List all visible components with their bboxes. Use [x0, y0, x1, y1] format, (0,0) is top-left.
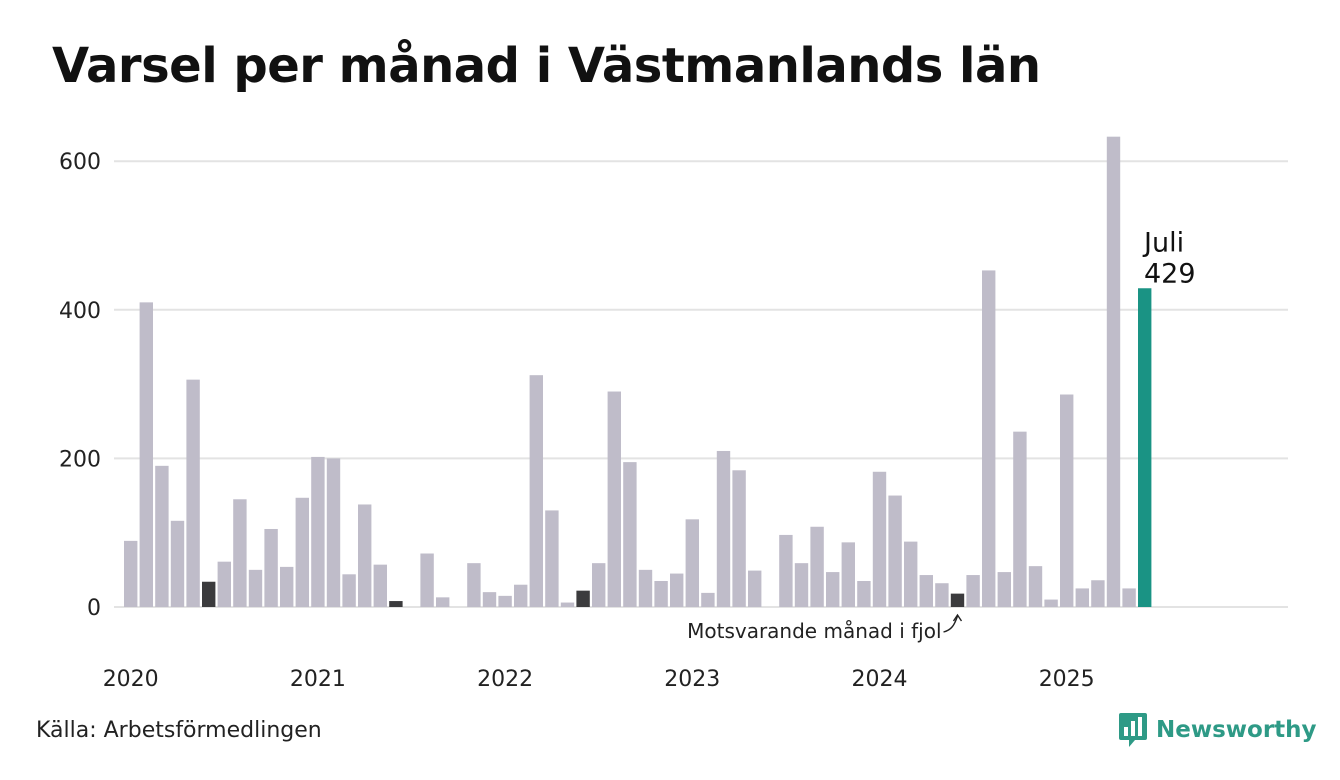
- bar: [966, 575, 980, 607]
- bar: [124, 540, 138, 607]
- latest-annotation-month: Juli: [1142, 227, 1184, 258]
- bar: [1044, 599, 1058, 607]
- bar: [982, 270, 996, 607]
- bar: [919, 575, 933, 607]
- y-axis-ticks: 0 200 400 600: [59, 150, 101, 621]
- bar: [857, 580, 871, 607]
- bar: [950, 593, 965, 607]
- bar: [576, 590, 590, 607]
- bar: [904, 541, 918, 607]
- bar: [685, 519, 699, 607]
- bar: [155, 465, 169, 607]
- y-tick-label: 600: [59, 150, 101, 175]
- bar: [794, 563, 809, 607]
- bar: [264, 528, 278, 607]
- bar: [467, 563, 481, 607]
- bar: [623, 462, 637, 607]
- bar: [342, 574, 356, 607]
- source-note: Källa: Arbetsförmedlingen: [36, 718, 322, 743]
- bar: [545, 510, 559, 607]
- bar: [810, 526, 824, 607]
- bar: [326, 458, 341, 607]
- y-tick-label: 400: [59, 299, 101, 324]
- bar: [841, 542, 855, 607]
- bar: [436, 597, 450, 607]
- bar: [592, 563, 606, 607]
- bar: [638, 569, 653, 607]
- bar-chart-speech-bubble-icon: [1119, 713, 1147, 747]
- bar: [1028, 566, 1043, 607]
- bar: [1122, 588, 1136, 607]
- page-title: Varsel per månad i Västmanlands län: [52, 38, 1041, 94]
- bar: [872, 471, 887, 607]
- annotations: Juli 429 Motsvarande månad i fjol: [687, 227, 1195, 643]
- bar: [529, 375, 543, 607]
- bar: [217, 561, 231, 607]
- bar: [701, 592, 715, 607]
- bar: [389, 601, 403, 607]
- bar: [1013, 431, 1027, 607]
- bar: [373, 564, 387, 607]
- bar: [202, 581, 216, 607]
- x-tick-label: 2024: [852, 667, 908, 692]
- x-tick-label: 2025: [1039, 667, 1095, 692]
- same-month-last-year-annotation: Motsvarande månad i fjol: [687, 619, 941, 643]
- bar: [1091, 580, 1105, 607]
- bar: [1060, 394, 1074, 607]
- annotation-arrow-icon: [943, 615, 959, 633]
- bar: [186, 379, 200, 607]
- bar: [670, 573, 684, 607]
- bar: [732, 470, 746, 607]
- bar: [295, 497, 309, 607]
- arrowhead-icon: [952, 613, 963, 622]
- bar: [248, 569, 263, 607]
- brand-name: Newsworthy: [1156, 717, 1317, 743]
- bar: [358, 504, 372, 607]
- bars: [124, 136, 1152, 607]
- latest-annotation-value: 429: [1144, 258, 1196, 289]
- bar: [997, 572, 1011, 607]
- bar: [514, 584, 528, 607]
- x-tick-label: 2020: [103, 667, 159, 692]
- bar: [139, 302, 153, 607]
- bar: [280, 566, 294, 607]
- brand-logo: Newsworthy: [1118, 712, 1317, 748]
- x-axis-ticks: 2020 2021 2022 2023 2024 2025: [103, 667, 1095, 692]
- y-tick-label: 0: [87, 596, 101, 621]
- bar: [607, 391, 621, 607]
- y-tick-label: 200: [59, 447, 101, 472]
- x-tick-label: 2021: [290, 667, 346, 692]
- bar: [779, 534, 793, 607]
- bar: [935, 583, 949, 607]
- bar: [311, 456, 325, 607]
- bar: [1138, 288, 1152, 607]
- bar: [420, 553, 434, 607]
- bar: [826, 572, 840, 607]
- x-tick-label: 2023: [664, 667, 720, 692]
- bar: [1106, 136, 1121, 607]
- bar: [233, 499, 247, 607]
- x-tick-label: 2022: [477, 667, 533, 692]
- bar: [888, 495, 902, 607]
- bar: [748, 570, 762, 607]
- bar: [560, 602, 575, 607]
- bar: [654, 580, 668, 607]
- bar: [482, 592, 497, 607]
- bar: [498, 595, 512, 607]
- bar: [1075, 588, 1089, 607]
- bar-chart: 0 200 400 600 2020 2021 2022 2023 2024 2025 Juli…: [59, 136, 1288, 692]
- bar: [716, 450, 731, 607]
- bar: [170, 520, 185, 607]
